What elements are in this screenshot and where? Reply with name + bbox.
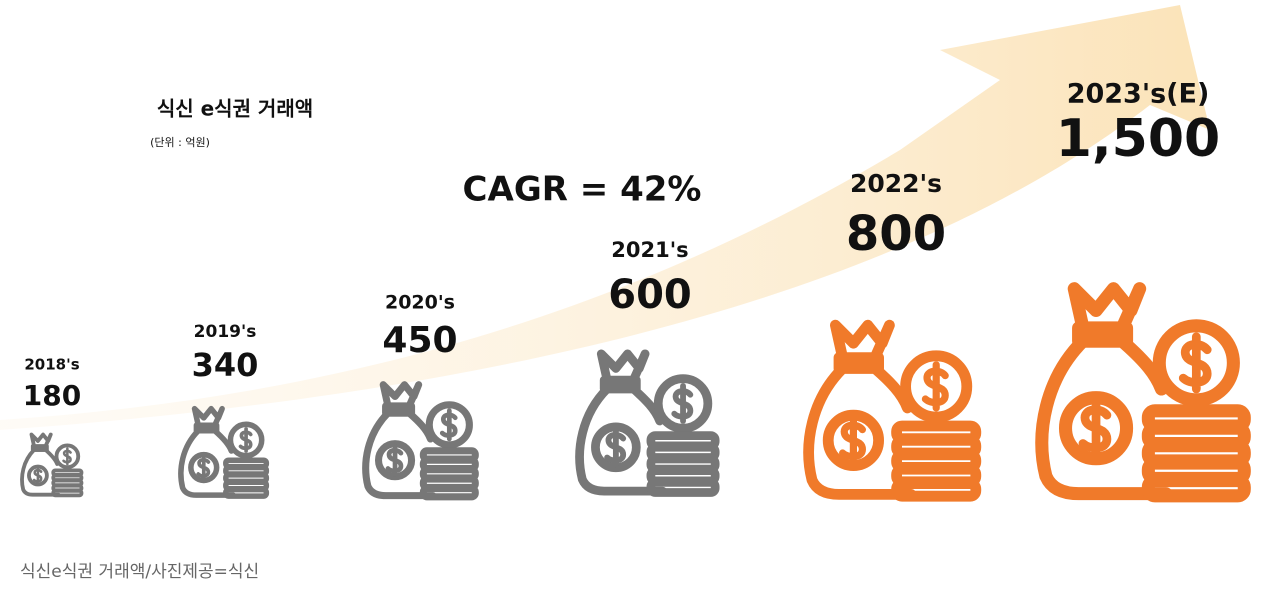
value-label: 600 <box>608 272 692 318</box>
coin-stack <box>419 485 479 501</box>
coin <box>1152 319 1240 407</box>
year-label: 2022's <box>850 169 942 198</box>
money-icon <box>362 381 479 501</box>
coin-stack <box>51 488 84 498</box>
bag-knot <box>829 319 895 374</box>
dollar <box>604 426 627 468</box>
dollar <box>1078 397 1112 459</box>
coin-stack <box>223 486 270 499</box>
value-label: 1,500 <box>1056 109 1220 169</box>
coin <box>900 350 973 423</box>
growth-arrow <box>0 5 1210 430</box>
bag-coin <box>591 422 641 473</box>
year-label: 2021's <box>611 238 688 262</box>
dollar <box>921 361 949 412</box>
dollar <box>671 383 694 424</box>
dollar <box>838 415 866 466</box>
dollar <box>238 427 253 453</box>
coin <box>54 443 81 470</box>
value-label: 180 <box>23 379 81 412</box>
value-label: 450 <box>382 320 457 361</box>
money-icon <box>178 405 270 499</box>
year-label: 2020's <box>385 292 455 314</box>
coin <box>227 421 265 459</box>
year-label: 2018's <box>24 356 79 374</box>
coin-stack <box>891 478 982 502</box>
cagr: CAGR = 42% <box>463 170 702 210</box>
items: 2018's 180 2019's 340 2020's 450 2021's 600 2022… <box>20 79 1251 503</box>
unit: (단위 : 억원) <box>150 136 210 149</box>
caption: 식신e식권 거래액/사진제공=식신 <box>20 562 259 582</box>
bag-knot <box>191 405 225 434</box>
year-label: 2019's <box>194 322 257 342</box>
bag-coin <box>27 464 49 487</box>
dollar <box>62 447 72 466</box>
coin <box>653 374 713 433</box>
money-icon <box>20 432 84 498</box>
value-label: 340 <box>192 346 259 384</box>
bag-knot <box>1067 282 1147 348</box>
dollar <box>32 466 43 485</box>
bag-coin <box>188 451 220 484</box>
bag-knot <box>379 381 423 417</box>
coin-stack <box>1141 474 1251 503</box>
value-label: 800 <box>846 206 946 262</box>
dollar <box>196 454 211 481</box>
money-icon <box>803 319 982 502</box>
coin <box>425 401 473 449</box>
money-icon <box>575 349 720 497</box>
dollar <box>1178 332 1212 394</box>
money-icon <box>1035 282 1251 503</box>
dollar <box>385 443 404 477</box>
bag-coin <box>1058 391 1134 466</box>
dollar <box>439 408 458 442</box>
bag-coin <box>374 440 416 481</box>
coin-stack <box>646 477 720 497</box>
bag-knot <box>29 432 53 452</box>
year-label: 2023's(E) <box>1067 79 1210 110</box>
title: 식신 e식권 거래액 <box>157 97 313 121</box>
bag-knot <box>596 349 650 394</box>
